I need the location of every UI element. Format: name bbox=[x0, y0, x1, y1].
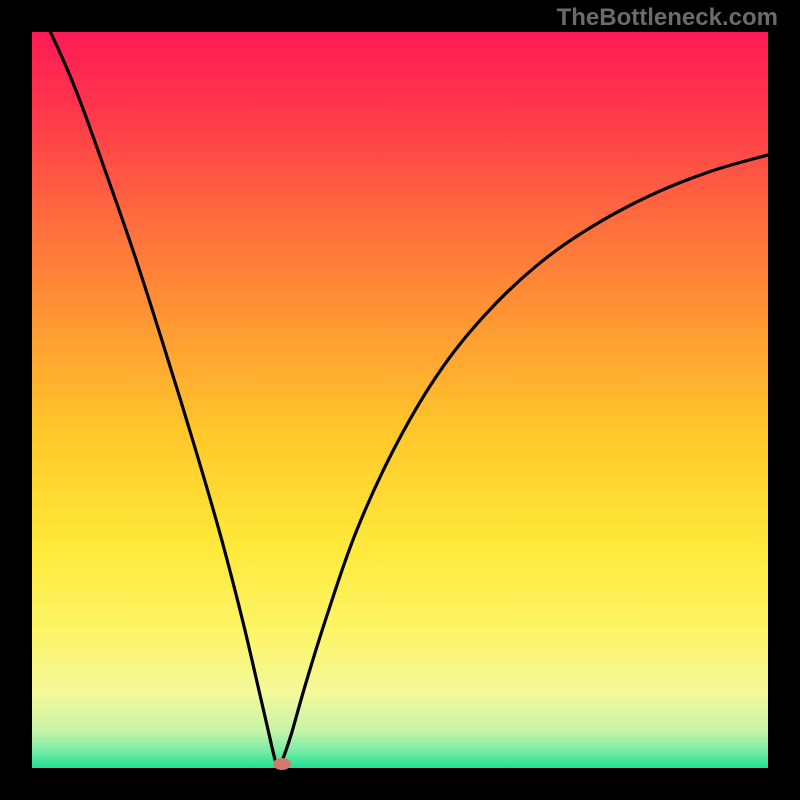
watermark-text: TheBottleneck.com bbox=[557, 4, 778, 32]
bottleneck-curve bbox=[32, 32, 768, 768]
optimum-marker bbox=[273, 758, 291, 770]
chart-frame: TheBottleneck.com bbox=[0, 0, 800, 800]
plot-area bbox=[32, 32, 768, 768]
